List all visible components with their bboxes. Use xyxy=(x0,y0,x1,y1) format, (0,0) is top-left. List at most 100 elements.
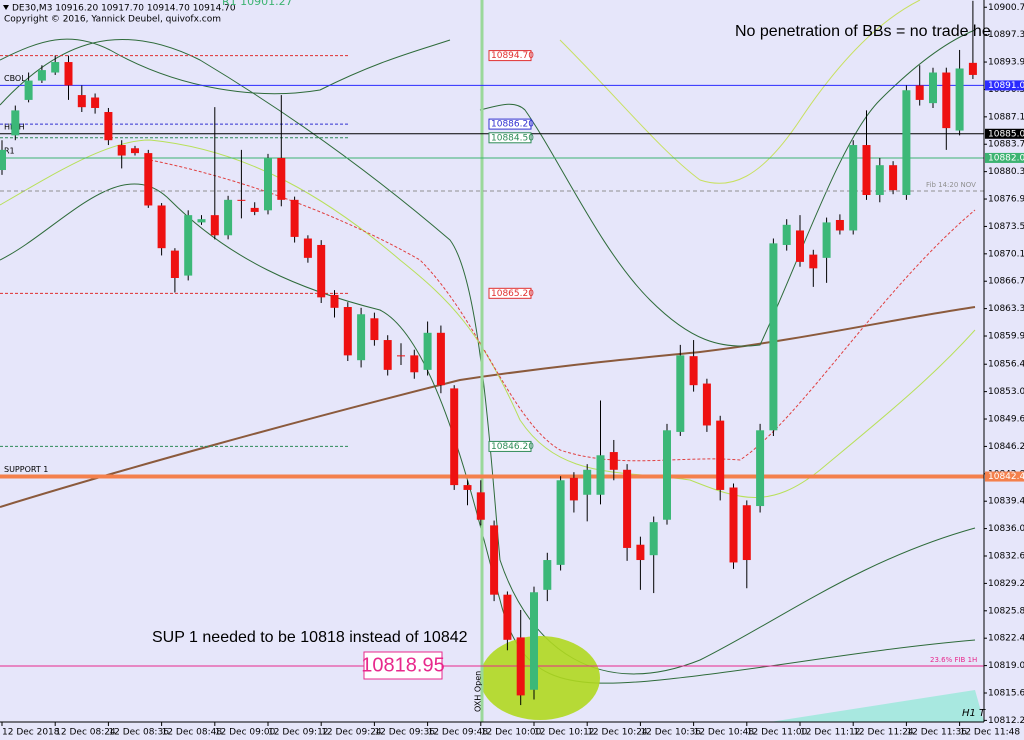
candle-body xyxy=(875,165,884,196)
x-tick-label: 12 Dec 08:24 xyxy=(55,728,116,738)
candle-body xyxy=(663,430,671,520)
level-tag xyxy=(985,152,1024,163)
candle-body xyxy=(968,62,977,75)
level-box-label: 10865.20 xyxy=(491,289,534,299)
signal-line xyxy=(149,159,976,462)
candle-body xyxy=(649,522,658,556)
session-label: OXH Open xyxy=(474,671,483,712)
candle-body xyxy=(290,199,299,237)
candle-body xyxy=(702,383,711,426)
candle-body xyxy=(343,307,352,356)
level-box-label: 10846.20 xyxy=(491,442,534,452)
y-tick-label: 10829.20 xyxy=(988,579,1024,589)
candle-body xyxy=(862,145,871,196)
candle-body xyxy=(929,72,937,104)
x-tick-label: 12 Dec 09:36 xyxy=(374,728,435,738)
candle-body xyxy=(383,340,392,370)
y-tick-label: 10832.60 xyxy=(988,552,1024,562)
candle-body xyxy=(157,205,166,249)
y-tick-label: 10883.70 xyxy=(988,140,1024,150)
candle-body xyxy=(742,505,751,561)
y-tick-label: 10893.90 xyxy=(988,58,1024,68)
candle-body xyxy=(623,469,632,548)
x-tick-label: 12 Dec 09:48 xyxy=(428,728,489,738)
candle-body xyxy=(0,149,6,171)
x-tick-label: 12 Dec 10:12 xyxy=(534,728,595,738)
y-tick-label: 10815.60 xyxy=(988,688,1024,698)
y-tick-label: 10849.60 xyxy=(988,415,1024,425)
y-tick-label: 10876.90 xyxy=(988,195,1024,205)
candle-body xyxy=(317,244,326,298)
x-tick-label: 12 Dec 10:36 xyxy=(640,728,701,738)
candle-body xyxy=(955,68,964,131)
corner-label: H1 T xyxy=(962,708,986,719)
candle-body xyxy=(689,356,698,386)
candle-body xyxy=(303,238,312,258)
candle-body xyxy=(197,219,206,223)
candle-body xyxy=(796,230,804,262)
candle-body xyxy=(64,62,73,86)
candle-body xyxy=(423,332,432,370)
x-tick-label: 12 Dec 09:24 xyxy=(321,728,382,738)
level-callout: 10818.95 xyxy=(361,654,444,676)
candles xyxy=(0,0,977,706)
candle-body xyxy=(264,157,272,211)
candle-body xyxy=(250,207,259,212)
y-tick-label: 10863.30 xyxy=(988,304,1024,314)
x-tick-label: 12 Dec 10:00 xyxy=(481,728,542,738)
y-tick-label: 10897.30 xyxy=(988,30,1024,40)
corner-area xyxy=(770,690,984,722)
x-tick-label: 12 Dec 11:00 xyxy=(747,728,808,738)
bollinger-mid xyxy=(0,139,976,498)
x-tick-label: 12 Dec 11:48 xyxy=(960,728,1021,738)
level-box-label: 10894.70 xyxy=(491,51,534,61)
candle-body xyxy=(436,332,445,386)
level-box xyxy=(488,132,532,144)
candle-body xyxy=(809,254,818,269)
candle-body xyxy=(170,250,179,279)
candle-body xyxy=(889,165,898,191)
y-tick-label: 10866.70 xyxy=(988,277,1024,287)
x-tick-label: 12 Dec 11:24 xyxy=(853,728,914,738)
candle-body xyxy=(782,224,791,245)
candle-body xyxy=(37,70,46,81)
candle-body xyxy=(729,487,738,563)
level-text: 23.6% FIB 1H xyxy=(930,656,977,664)
candle-body xyxy=(556,480,565,565)
level-name: CBOL xyxy=(4,74,26,83)
y-tick-label: 10870.10 xyxy=(988,249,1024,259)
level-box xyxy=(488,118,532,130)
candle-body xyxy=(676,355,685,432)
y-tick-label: 10822.40 xyxy=(988,634,1024,644)
y-tick-label: 10846.20 xyxy=(988,442,1024,452)
candle-body xyxy=(237,199,246,201)
candle-body xyxy=(849,145,858,231)
candle-body xyxy=(569,477,578,501)
level-box xyxy=(488,287,532,299)
candle-body xyxy=(410,355,419,373)
candle-body xyxy=(463,485,472,490)
candle-body xyxy=(476,492,485,520)
candle-body xyxy=(450,388,459,486)
y-tick-label: 10825.80 xyxy=(988,606,1024,616)
candle-body xyxy=(51,62,60,73)
level-tag-label: 10885.00 xyxy=(988,129,1024,139)
level-tag xyxy=(985,128,1024,139)
x-tick-label: 12 Dec 11:36 xyxy=(906,728,967,738)
candle-body xyxy=(636,544,645,561)
candle-body xyxy=(117,145,126,156)
candle-body xyxy=(210,215,219,236)
candle-body xyxy=(596,455,605,495)
level-tag-label: 10891.00 xyxy=(988,81,1024,91)
x-tick-label: 12 Dec 11:12 xyxy=(800,728,861,738)
indicators xyxy=(0,0,984,722)
x-tick-label: 12 Dec 09:12 xyxy=(268,728,329,738)
symbol-line: DE30,M3 10916.20 10917.70 10914.70 10914… xyxy=(12,4,236,14)
candle-body xyxy=(77,95,86,108)
level-box xyxy=(488,50,532,62)
candle-body xyxy=(503,594,512,640)
y-tick-label: 10853.00 xyxy=(988,387,1024,397)
level-tag-label: 10882.00 xyxy=(988,153,1024,163)
candle-body xyxy=(184,215,193,276)
x-tick-label: 12 Dec 09:00 xyxy=(215,728,276,738)
